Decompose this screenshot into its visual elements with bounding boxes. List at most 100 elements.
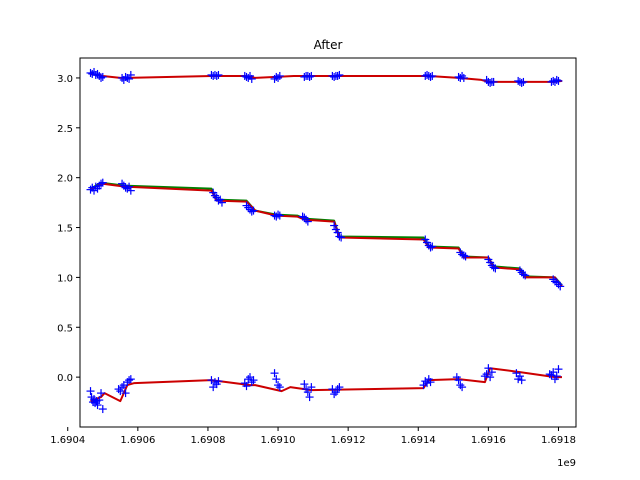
- data-point-plus-marker: [549, 368, 558, 377]
- y-tick-label: 0.0: [57, 373, 73, 384]
- data-point-plus-marker: [242, 382, 251, 391]
- data-point-plus-marker: [275, 71, 284, 80]
- data-point-plus-marker: [335, 232, 344, 241]
- data-point-plus-marker: [86, 387, 95, 396]
- y-axis: 0.0 0.5 1.0 1.5 2.0 2.5 3.0: [57, 74, 80, 384]
- data-point-plus-marker: [118, 179, 127, 188]
- data-point-plus-marker: [556, 282, 565, 291]
- data-point-plus-marker: [121, 72, 130, 81]
- data-point-plus-marker: [554, 280, 563, 289]
- data-point-plus-marker: [428, 71, 437, 80]
- data-point-plus-marker: [456, 381, 465, 390]
- data-point-plus-marker: [244, 73, 253, 82]
- data-point-plus-marker: [272, 375, 281, 384]
- data-point-plus-marker: [274, 73, 283, 82]
- x-tick-label: 1.6912: [331, 435, 366, 446]
- data-point-plus-marker: [337, 233, 346, 242]
- data-point-plus-marker: [217, 198, 226, 207]
- data-point-plus-marker: [333, 71, 342, 80]
- data-point-plus-marker: [93, 69, 102, 78]
- data-point-plus-marker: [207, 376, 216, 385]
- data-point-plus-marker: [121, 183, 130, 192]
- data-point-plus-marker: [86, 68, 95, 77]
- chart-title: After: [314, 38, 343, 52]
- data-point-plus-marker: [247, 378, 256, 387]
- data-point-plus-marker: [95, 396, 104, 405]
- x-tick-label: 1.6906: [120, 435, 155, 446]
- data-point-plus-marker: [93, 401, 102, 410]
- data-point-plus-marker: [272, 212, 281, 221]
- y-tick-label: 1.5: [57, 224, 73, 235]
- data-point-plus-marker: [428, 242, 437, 251]
- data-point-plus-marker: [330, 72, 339, 81]
- x-tick-label: 1.6908: [190, 435, 225, 446]
- data-point-plus-marker: [247, 74, 256, 83]
- data-point-plus-marker: [270, 74, 279, 83]
- data-point-plus-marker: [458, 71, 467, 80]
- data-point-plus-marker: [244, 203, 253, 212]
- plot-frame: [79, 57, 577, 428]
- data-point-plus-marker: [214, 70, 223, 79]
- data-point-plus-marker: [300, 213, 309, 222]
- data-point-plus-marker: [98, 405, 107, 414]
- data-point-plus-marker: [97, 389, 106, 398]
- data-point-plus-marker: [274, 210, 283, 219]
- data-point-plus-marker: [97, 179, 106, 188]
- data-point-plus-marker: [270, 369, 279, 378]
- data-point-plus-marker: [491, 264, 500, 273]
- data-point-plus-marker: [330, 221, 339, 230]
- data-point-plus-marker: [517, 376, 526, 385]
- data-point-plus-marker: [426, 243, 435, 252]
- data-point-plus-marker: [552, 372, 561, 381]
- x-tick-label: 1.6918: [541, 435, 576, 446]
- data-point-plus-marker: [458, 250, 467, 259]
- data-point-plus-marker: [514, 76, 523, 85]
- data-point-plus-marker: [484, 364, 493, 373]
- data-point-plus-marker: [125, 182, 134, 191]
- data-point-plus-marker: [459, 251, 468, 260]
- x-tick-label: 1.6904: [50, 435, 85, 446]
- data-point-plus-marker: [210, 378, 219, 387]
- data-point-plus-marker: [521, 271, 530, 280]
- data-point-plus-marker: [545, 370, 554, 379]
- data-point-plus-marker: [91, 182, 100, 191]
- data-point-plus-marker: [459, 73, 468, 82]
- data-point-plus-marker: [458, 383, 467, 392]
- data-point-plus-marker: [305, 393, 314, 402]
- data-point-plus-marker: [126, 70, 135, 79]
- data-point-plus-marker: [210, 191, 219, 200]
- data-point-plus-marker: [275, 211, 284, 220]
- data-point-plus-marker: [212, 71, 221, 80]
- data-point-plus-marker: [303, 388, 312, 397]
- data-point-plus-marker: [307, 71, 316, 80]
- data-point-plus-marker: [489, 77, 498, 86]
- data-point-plus-marker: [116, 387, 125, 396]
- data-point-plus-marker: [249, 376, 258, 385]
- data-point-plus-marker: [86, 185, 95, 194]
- data-point-plus-marker: [300, 380, 309, 389]
- data-point-plus-marker: [454, 72, 463, 81]
- data-point-plus-marker: [515, 372, 524, 381]
- plot-markers: [86, 67, 565, 414]
- data-point-plus-marker: [486, 373, 495, 382]
- series-line: [90, 367, 562, 403]
- data-point-plus-marker: [90, 186, 99, 195]
- data-point-plus-marker: [214, 196, 223, 205]
- data-point-plus-marker: [214, 377, 223, 386]
- data-point-plus-marker: [123, 184, 132, 193]
- data-point-plus-marker: [424, 241, 433, 250]
- data-point-plus-marker: [552, 75, 561, 84]
- x-axis: 1.6904 1.6906 1.6908 1.6910 1.6912 1.6914 1.69…: [50, 427, 576, 446]
- data-point-plus-marker: [426, 72, 435, 81]
- data-point-plus-marker: [91, 70, 100, 79]
- data-point-plus-marker: [480, 372, 489, 381]
- data-point-plus-marker: [114, 385, 123, 394]
- data-point-plus-marker: [419, 381, 428, 390]
- y-tick-label: 2.5: [57, 124, 73, 135]
- data-point-plus-marker: [307, 383, 316, 392]
- data-point-plus-marker: [242, 201, 251, 210]
- data-point-plus-marker: [519, 77, 528, 86]
- data-point-plus-marker: [486, 78, 495, 87]
